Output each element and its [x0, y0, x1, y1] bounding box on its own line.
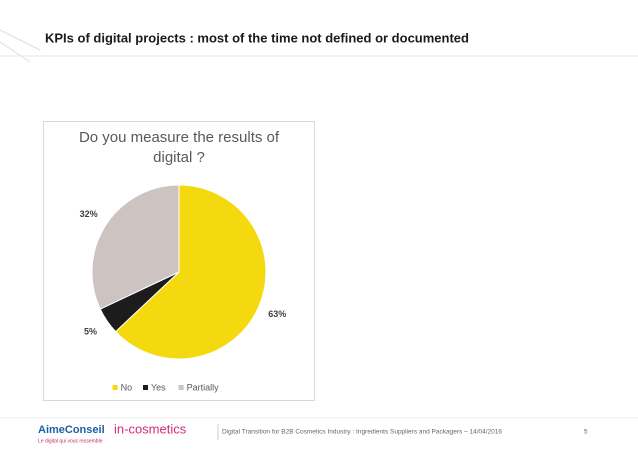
pie-slice [91, 184, 180, 310]
decor-line [0, 29, 41, 51]
logo-left: AimeConseil [38, 424, 105, 436]
logo-tagline: Le digital qui vous ressemble [38, 438, 103, 444]
footer-text: Digital Transition for B2B Cosmetics Ind… [222, 429, 502, 436]
legend-swatch [143, 385, 148, 390]
legend-label: No [121, 382, 133, 392]
slide-title: KPIs of digital projects : most of the t… [45, 30, 469, 45]
page-number: 5 [584, 429, 588, 436]
data-label: 63% [268, 309, 286, 319]
legend-label: Yes [151, 382, 166, 392]
legend-swatch [112, 385, 118, 390]
data-label: 5% [84, 327, 97, 337]
data-label: 32% [80, 209, 98, 219]
logo-right: in-cosmetics [114, 421, 187, 436]
legend-label: Partially [187, 382, 220, 392]
pie [91, 184, 267, 360]
pie-slice [114, 184, 267, 360]
legend-swatch [178, 385, 184, 390]
decor-line [0, 41, 31, 63]
chart-title: Do you measure the results of digital ? [78, 129, 280, 166]
